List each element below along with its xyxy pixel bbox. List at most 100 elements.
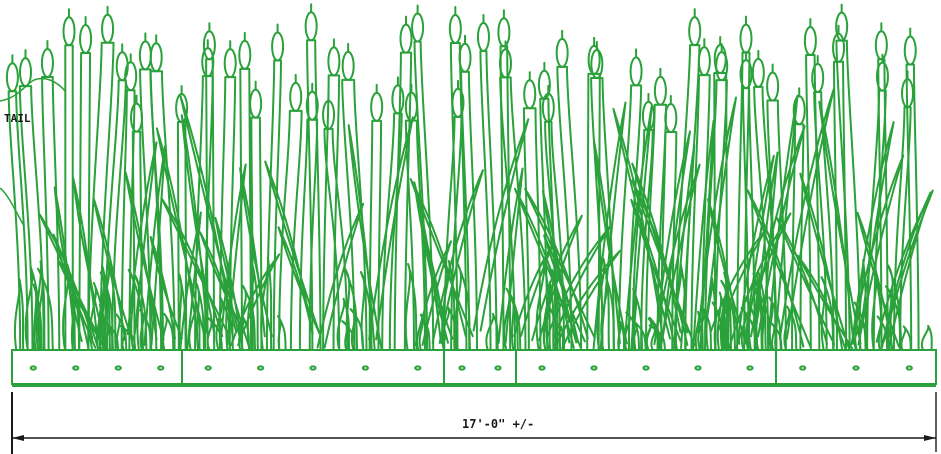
ground-foliage (246, 265, 259, 353)
reed-leaf (852, 121, 895, 334)
ground-foliage (178, 273, 187, 353)
mounting-hole (590, 365, 598, 371)
reed-leaf (655, 130, 692, 334)
ground-foliage (871, 272, 883, 353)
ground-foliage (139, 308, 153, 353)
reed-leaf (277, 226, 321, 335)
reed-leaf (881, 191, 932, 349)
reed-leaf (593, 139, 628, 345)
ground-foliage (119, 324, 137, 353)
ground-foliage (753, 272, 764, 353)
reed-leaf (155, 127, 206, 336)
ground-foliage (404, 262, 418, 353)
ground-foliage (205, 315, 224, 353)
ground-foliage (722, 271, 733, 353)
ground-foliage (753, 286, 772, 353)
ground-foliage (740, 306, 757, 353)
reed-leaf (818, 100, 862, 345)
ground-foliage (70, 293, 81, 353)
reed-leaf (612, 107, 672, 340)
reed-leaf (554, 249, 622, 349)
mounting-hole (852, 365, 860, 371)
reed-leaf (531, 214, 583, 342)
reed-leaf (368, 116, 414, 341)
ground-foliage (674, 262, 687, 353)
reed-leaf (126, 141, 158, 336)
ground-foliage (623, 311, 641, 353)
ground-foliage (876, 315, 889, 353)
ground-foliage (554, 325, 565, 353)
ground-foliage (921, 324, 933, 353)
reed-leaf (52, 233, 97, 349)
reed-leaf (653, 163, 701, 346)
ground-foliage (454, 263, 472, 353)
ground-foliage (705, 277, 717, 353)
mounting-hole (458, 365, 466, 371)
reed-leaf (750, 125, 806, 338)
mounting-hole (157, 365, 165, 371)
reed-leaf (673, 144, 696, 350)
ground-foliage (341, 320, 356, 353)
ground-foliage (344, 267, 359, 353)
ground-foliage (542, 281, 555, 353)
ground-foliage (820, 276, 835, 353)
ground-foliage (104, 321, 120, 353)
mounting-hole (538, 365, 546, 371)
ground-foliage (195, 282, 206, 353)
dimension-arrow-right (924, 435, 936, 441)
reed-leaf (592, 101, 627, 350)
ground-foliage (148, 290, 158, 353)
mounting-hole (29, 365, 37, 371)
dimension-arrow-left (12, 435, 24, 441)
base-panels (11, 349, 937, 387)
ground-foliage (535, 260, 552, 353)
reed-leaf (543, 234, 586, 343)
ground-foliage (503, 287, 520, 353)
mounting-hole (746, 365, 754, 371)
reed-leaf (423, 232, 454, 340)
reed-leaf (214, 216, 251, 348)
ground-foliage (13, 278, 25, 353)
reed-leaf (57, 258, 107, 351)
reed-leaf (513, 242, 555, 337)
reed-leaf (799, 172, 851, 350)
ground-foliage (884, 285, 903, 353)
ground-foliage (416, 313, 429, 353)
ground-foliage (720, 279, 737, 353)
reed-leaf (856, 211, 900, 348)
ground-foliage (359, 270, 373, 353)
dimension-label: 17'-0" +/- (462, 417, 534, 431)
reed-leaf (264, 160, 321, 335)
ground-foliage (260, 256, 273, 353)
ground-foliage (694, 310, 704, 353)
reed-leaf (413, 181, 449, 344)
reed-leaf (754, 151, 779, 342)
mounting-hole (309, 365, 317, 371)
reed-leaf (746, 189, 812, 348)
mounting-hole (204, 365, 212, 371)
ground-foliage (35, 260, 46, 353)
mounting-hole (494, 365, 502, 371)
reed-leaf (72, 177, 106, 341)
ground-foliage (596, 258, 611, 353)
ground-foliage (239, 284, 257, 353)
base-panel-3 (443, 349, 517, 385)
reed-leaf (316, 202, 365, 349)
reed-leaf (875, 189, 934, 343)
reed-leaf (524, 187, 596, 340)
ground-foliage (24, 266, 41, 353)
ground-foliage (133, 273, 148, 353)
ground-foliage (632, 287, 644, 353)
ground-foliage (783, 305, 798, 353)
leader-line-upper (0, 77, 67, 102)
ground-foliage (716, 291, 727, 353)
leader-line-lower (0, 187, 25, 227)
reed-leaf (497, 167, 524, 344)
reed-leaf (143, 145, 167, 347)
ground-foliage (223, 262, 234, 353)
reed-leaf (707, 198, 748, 345)
ground-foliage (542, 302, 559, 353)
callout-label: TAIL (4, 112, 31, 125)
reed-leaf (623, 105, 653, 351)
